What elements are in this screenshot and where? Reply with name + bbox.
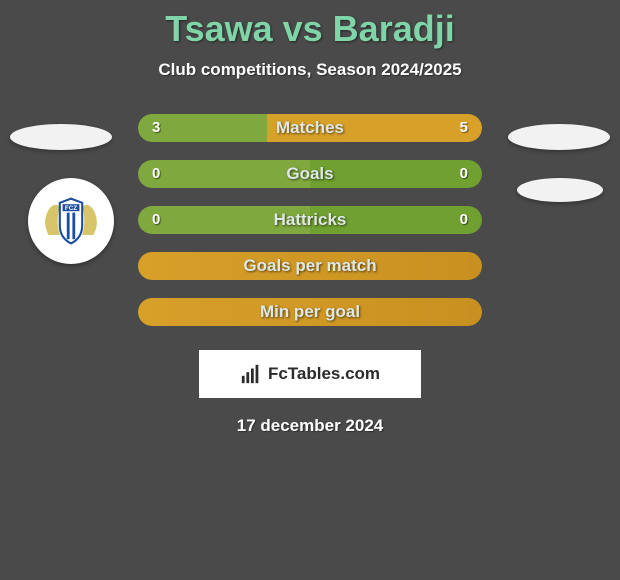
bar-matches: 3 Matches 5 — [138, 114, 482, 142]
bar-matches-right-fill — [267, 114, 482, 142]
player-right-placeholder — [508, 124, 610, 150]
bar-hattricks-left-fill — [138, 206, 310, 234]
bar-hattricks-right-val: 0 — [460, 206, 468, 234]
footer-attribution: FcTables.com — [199, 350, 421, 398]
bar-gpm: Goals per match — [138, 252, 482, 280]
svg-text:FCZ: FCZ — [65, 205, 77, 212]
subtitle: Club competitions, Season 2024/2025 — [0, 60, 620, 80]
comparison-infographic: Tsawa vs Baradji Club competitions, Seas… — [0, 0, 620, 580]
bar-hattricks-left-val: 0 — [152, 206, 160, 234]
bar-chart-icon — [240, 363, 262, 385]
page-title: Tsawa vs Baradji — [0, 0, 620, 50]
bar-mpg-fill — [138, 298, 482, 326]
club-crest-icon: FCZ — [36, 186, 106, 256]
date-label: 17 december 2024 — [0, 416, 620, 436]
bar-goals-left-fill — [138, 160, 310, 188]
bar-goals-left-val: 0 — [152, 160, 160, 188]
bar-hattricks-right-fill — [310, 206, 482, 234]
bar-goals-right-fill — [310, 160, 482, 188]
bar-matches-left-val: 3 — [152, 114, 160, 142]
club-left-badge: FCZ — [28, 178, 114, 264]
bar-hattricks: 0 Hattricks 0 — [138, 206, 482, 234]
bar-mpg: Min per goal — [138, 298, 482, 326]
bar-gpm-fill — [138, 252, 482, 280]
footer-label: FcTables.com — [268, 364, 380, 384]
bar-matches-right-val: 5 — [460, 114, 468, 142]
club-right-placeholder — [517, 178, 603, 202]
bar-goals: 0 Goals 0 — [138, 160, 482, 188]
player-left-placeholder — [10, 124, 112, 150]
bar-goals-right-val: 0 — [460, 160, 468, 188]
